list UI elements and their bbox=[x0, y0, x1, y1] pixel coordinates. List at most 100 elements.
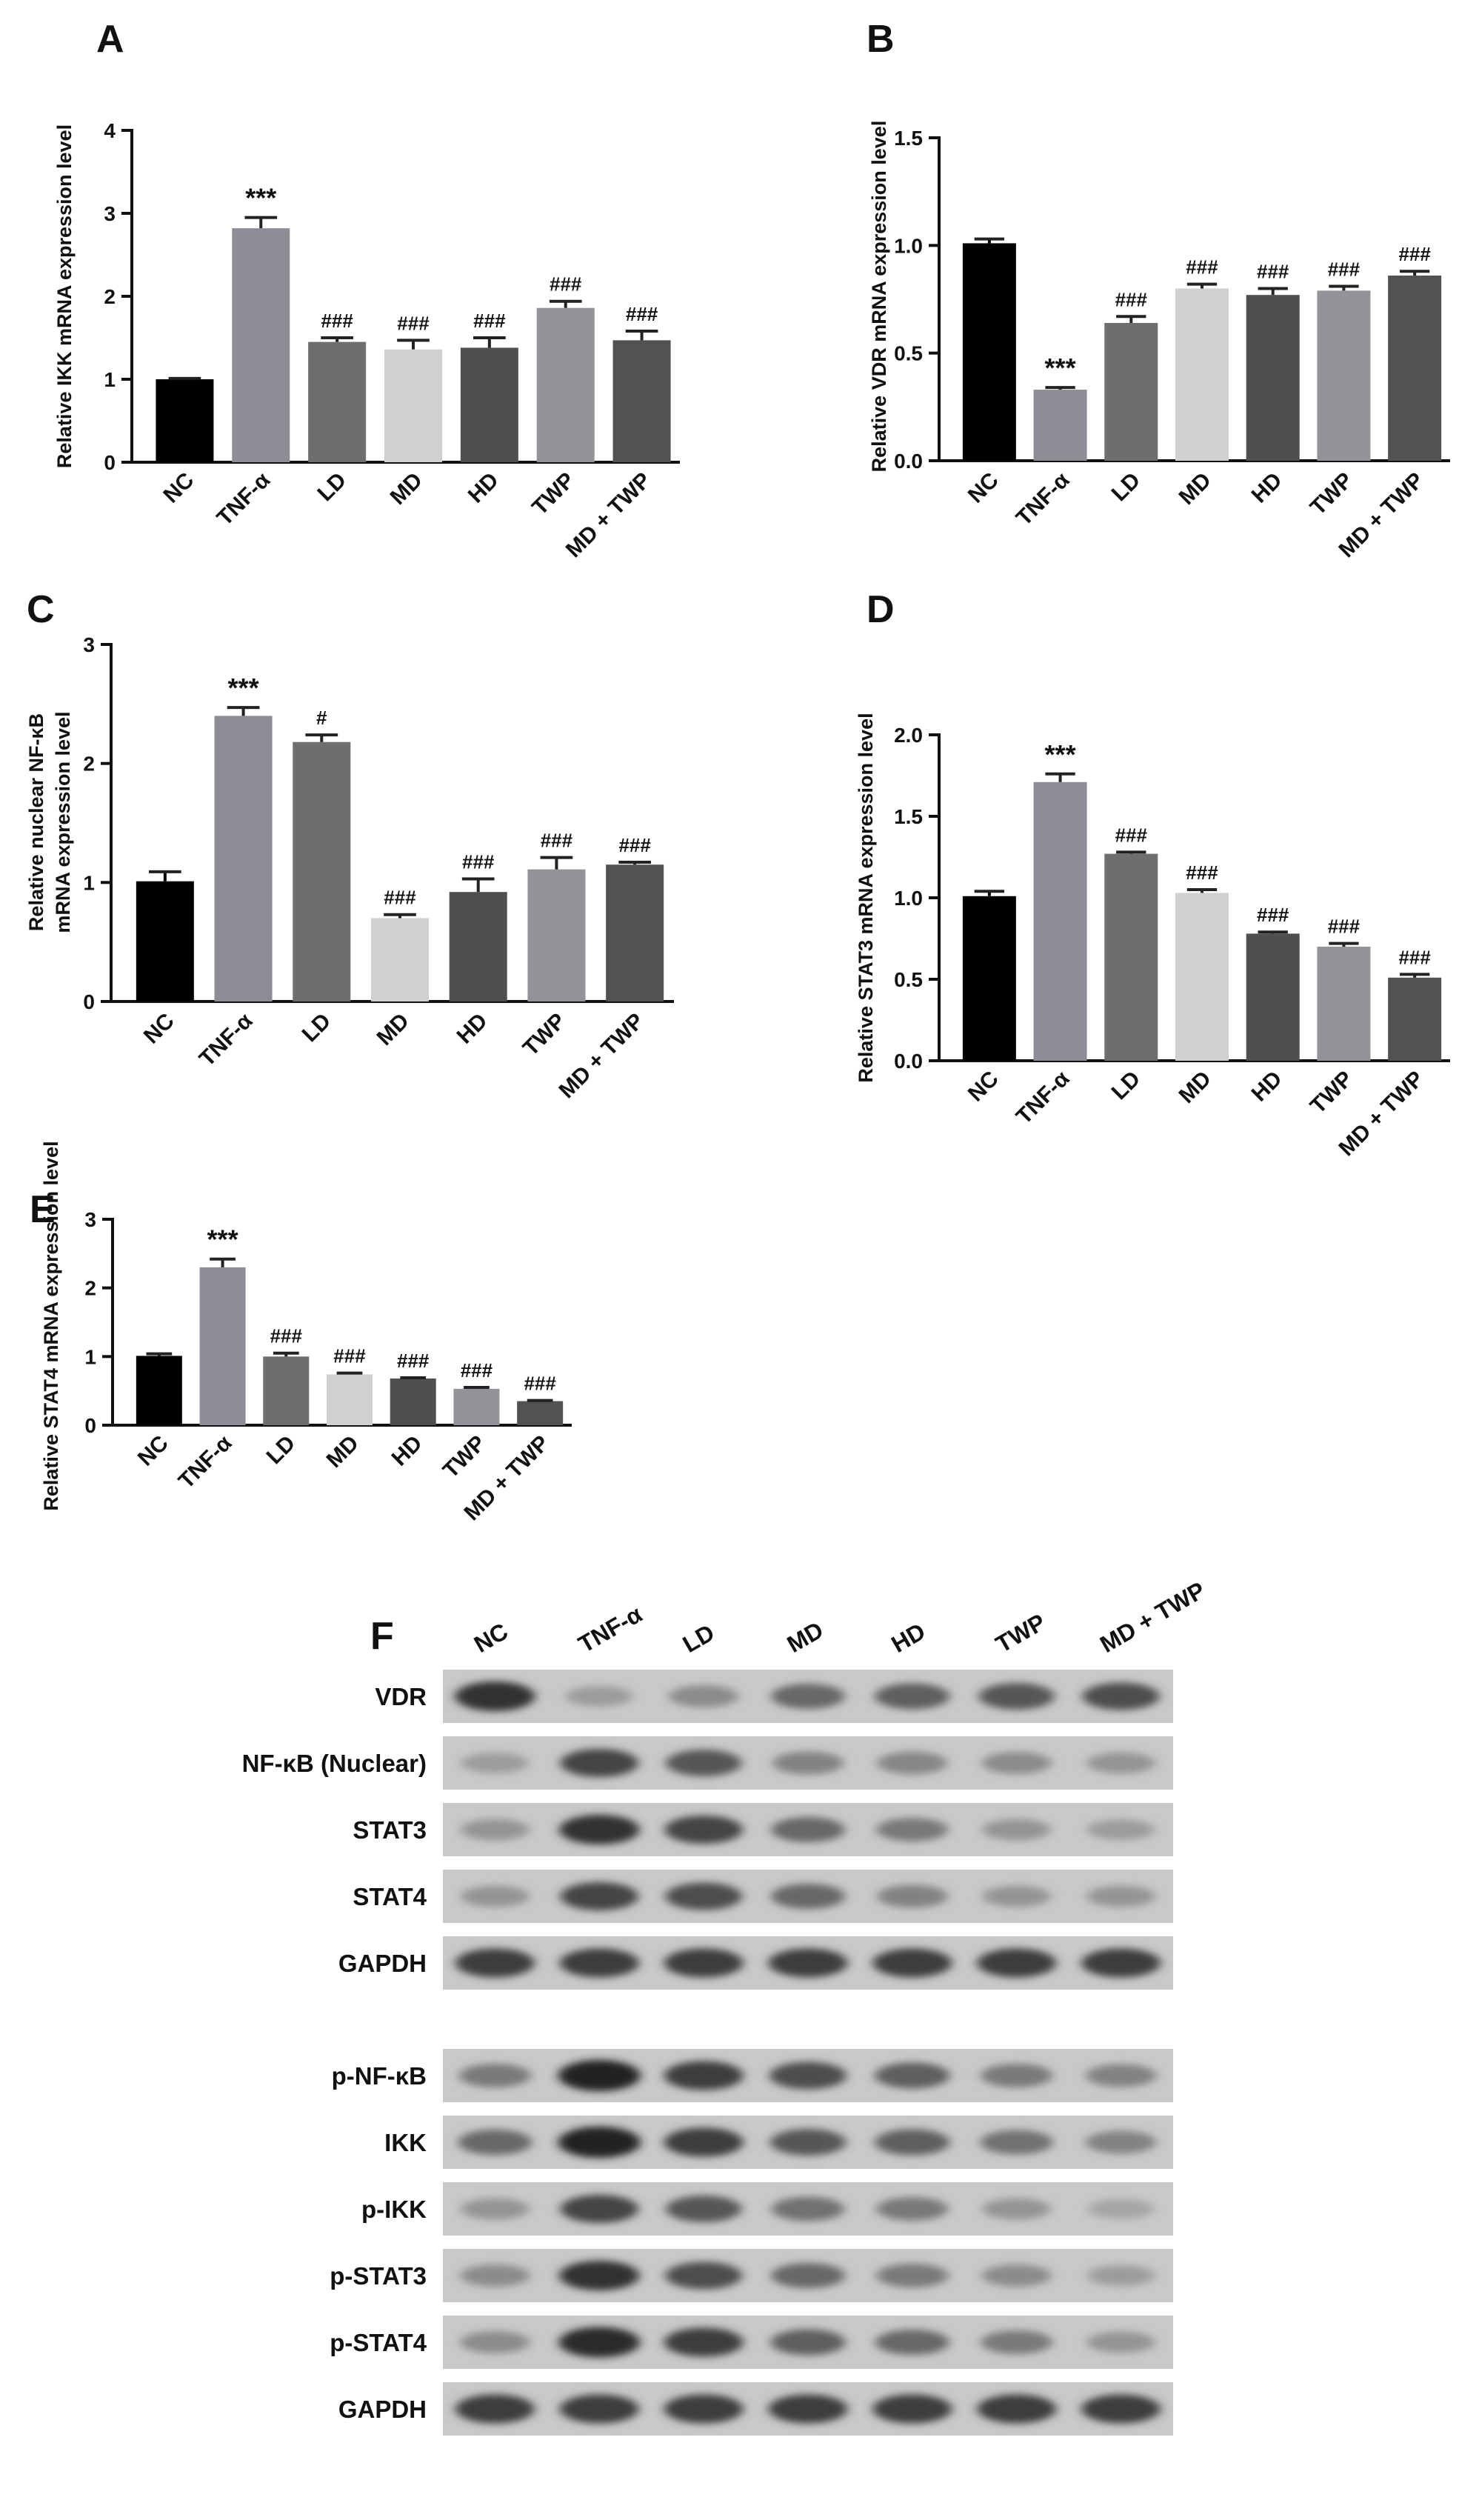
blot-label: p-IKK bbox=[361, 2196, 427, 2223]
panel-letter-B: B bbox=[867, 18, 895, 61]
bar-LD bbox=[263, 1356, 310, 1425]
blot-band bbox=[668, 1684, 739, 1708]
significance-marker: ### bbox=[473, 310, 506, 332]
bar-MD + TWP bbox=[612, 340, 671, 462]
blot-band bbox=[455, 2394, 535, 2424]
blot-band bbox=[1085, 2064, 1157, 2087]
blot-band bbox=[772, 1751, 844, 1775]
blot-band bbox=[981, 2330, 1053, 2355]
blot-row-STAT3: STAT3 bbox=[353, 1803, 1173, 1856]
blot-row-p-STAT3: p-STAT3 bbox=[330, 2249, 1173, 2302]
category-label: MD bbox=[1175, 468, 1216, 510]
y-tick-label: 0 bbox=[83, 990, 95, 1013]
significance-marker: ### bbox=[1328, 916, 1360, 938]
blot-band bbox=[1086, 1819, 1155, 1841]
blot-band bbox=[458, 2063, 532, 2088]
category-label: TNF-α bbox=[1012, 467, 1075, 530]
blot-band bbox=[1082, 1682, 1160, 1710]
blot-label: NF-κB (Nuclear) bbox=[242, 1750, 427, 1777]
significance-marker: ### bbox=[333, 1345, 366, 1367]
chart-panel-E: E 0 1 2 3 Relative STAT4 mRNA expression leve… bbox=[30, 1141, 572, 1525]
bar-LD bbox=[308, 341, 367, 462]
bar-TWP bbox=[527, 869, 586, 1001]
significance-marker: ### bbox=[626, 303, 658, 325]
significance-marker: ### bbox=[550, 273, 582, 296]
y-tick-label: 1 bbox=[84, 1345, 96, 1368]
y-axis-label-line2: mRNA expression level bbox=[52, 711, 74, 933]
blot-band bbox=[559, 2260, 640, 2291]
significance-marker: *** bbox=[245, 183, 276, 213]
y-tick-label: 0.5 bbox=[894, 968, 923, 991]
panel-letter-D: D bbox=[867, 588, 895, 631]
chart-panel-A: A 0 1 2 3 4 Relative IKK mRNA expression level… bbox=[53, 18, 680, 562]
blot-band bbox=[1086, 2331, 1156, 2353]
blot-band bbox=[877, 1751, 948, 1775]
bar-TNF-α bbox=[1033, 781, 1087, 1061]
blot-band bbox=[876, 1817, 949, 1842]
blot-band bbox=[769, 2061, 847, 2090]
category-label: NC bbox=[964, 468, 1004, 508]
blot-band bbox=[875, 2062, 950, 2089]
blot-band bbox=[460, 1819, 530, 1841]
lane-label: TWP bbox=[991, 1608, 1050, 1658]
category-label: HD bbox=[1247, 468, 1287, 508]
blot-band bbox=[982, 1819, 1052, 1841]
category-label: LD bbox=[313, 468, 351, 507]
lane-label: MD + TWP bbox=[1095, 1576, 1209, 1658]
bar-NC bbox=[136, 881, 194, 1001]
bar-LD bbox=[1104, 322, 1158, 461]
significance-marker: ### bbox=[384, 887, 416, 909]
blot-band bbox=[665, 1882, 743, 1910]
blot-band bbox=[559, 1948, 639, 1978]
category-label: TNF-α bbox=[195, 1008, 258, 1071]
significance-marker: ### bbox=[618, 834, 651, 856]
blot-label: p-STAT3 bbox=[330, 2262, 427, 2290]
blot-band bbox=[664, 2127, 744, 2157]
y-tick-label: 3 bbox=[104, 202, 116, 225]
blot-band bbox=[665, 1749, 742, 1777]
y-axis-label: Relative VDR mRNA expression level bbox=[868, 121, 890, 473]
y-tick-label: 1 bbox=[104, 368, 116, 391]
y-tick-label: 1.5 bbox=[894, 127, 923, 150]
blot-label: GAPDH bbox=[338, 2396, 427, 2423]
y-axis-label-line1: Relative nuclear NF-κB bbox=[25, 713, 47, 931]
blot-band bbox=[980, 2130, 1054, 2155]
category-label: TWP bbox=[438, 1431, 490, 1483]
significance-marker: *** bbox=[1045, 739, 1076, 770]
blot-row-GAPDH: GAPDH bbox=[338, 1936, 1173, 1990]
blot-label: STAT3 bbox=[353, 1816, 427, 1844]
blot-label: GAPDH bbox=[338, 1950, 427, 1977]
bar-MD + TWP bbox=[606, 864, 664, 1001]
bar-MD bbox=[371, 918, 429, 1001]
blot-band bbox=[559, 1814, 640, 1845]
blot-band bbox=[1086, 2264, 1155, 2287]
blot-band bbox=[559, 2394, 639, 2424]
category-label: LD bbox=[1107, 468, 1146, 507]
y-tick-label: 0 bbox=[104, 451, 116, 474]
category-label: HD bbox=[464, 468, 504, 508]
y-tick-label: 2 bbox=[84, 1277, 96, 1300]
blot-band bbox=[977, 1948, 1057, 1978]
blot-band bbox=[560, 1748, 639, 1778]
blot-band bbox=[771, 2196, 845, 2221]
category-label: NC bbox=[964, 1067, 1004, 1107]
y-tick-label: 0.0 bbox=[894, 1050, 923, 1073]
blot-band bbox=[460, 2198, 530, 2220]
significance-marker: ### bbox=[397, 312, 430, 334]
bar-MD + TWP bbox=[517, 1401, 564, 1425]
lane-label: HD bbox=[887, 1618, 929, 1658]
blot-band bbox=[455, 1681, 535, 1712]
y-tick-label: 3 bbox=[83, 633, 95, 656]
blot-band bbox=[982, 1885, 1052, 1907]
blot-band bbox=[558, 2327, 641, 2358]
category-label: TWP bbox=[1306, 1067, 1358, 1119]
significance-marker: ### bbox=[397, 1350, 430, 1372]
panel-letter-F: F bbox=[370, 1615, 394, 1658]
blot-band bbox=[1081, 1948, 1161, 1978]
bar-HD bbox=[449, 892, 507, 1001]
y-tick-label: 1.0 bbox=[894, 234, 923, 257]
significance-marker: ### bbox=[1257, 904, 1289, 926]
bar-HD bbox=[1246, 295, 1300, 461]
